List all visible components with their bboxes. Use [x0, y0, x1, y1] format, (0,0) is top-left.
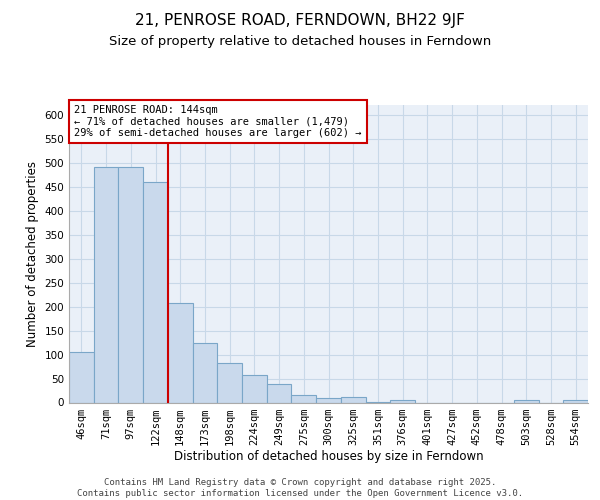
Y-axis label: Number of detached properties: Number of detached properties — [26, 161, 39, 347]
Bar — [514, 400, 539, 402]
Bar — [193, 343, 217, 402]
Bar — [267, 384, 292, 402]
Bar — [118, 168, 143, 402]
Bar — [242, 375, 267, 402]
Text: Size of property relative to detached houses in Ferndown: Size of property relative to detached ho… — [109, 35, 491, 48]
Bar — [143, 182, 168, 402]
Bar — [316, 398, 341, 402]
Bar — [292, 396, 316, 402]
Text: 21 PENROSE ROAD: 144sqm
← 71% of detached houses are smaller (1,479)
29% of semi: 21 PENROSE ROAD: 144sqm ← 71% of detache… — [74, 105, 362, 138]
Bar — [390, 400, 415, 402]
Text: Contains HM Land Registry data © Crown copyright and database right 2025.
Contai: Contains HM Land Registry data © Crown c… — [77, 478, 523, 498]
Bar — [341, 396, 365, 402]
Text: 21, PENROSE ROAD, FERNDOWN, BH22 9JF: 21, PENROSE ROAD, FERNDOWN, BH22 9JF — [135, 12, 465, 28]
Bar — [563, 400, 588, 402]
Bar — [217, 363, 242, 403]
Bar — [69, 352, 94, 403]
Bar — [94, 168, 118, 402]
Bar — [168, 303, 193, 402]
X-axis label: Distribution of detached houses by size in Ferndown: Distribution of detached houses by size … — [173, 450, 484, 464]
